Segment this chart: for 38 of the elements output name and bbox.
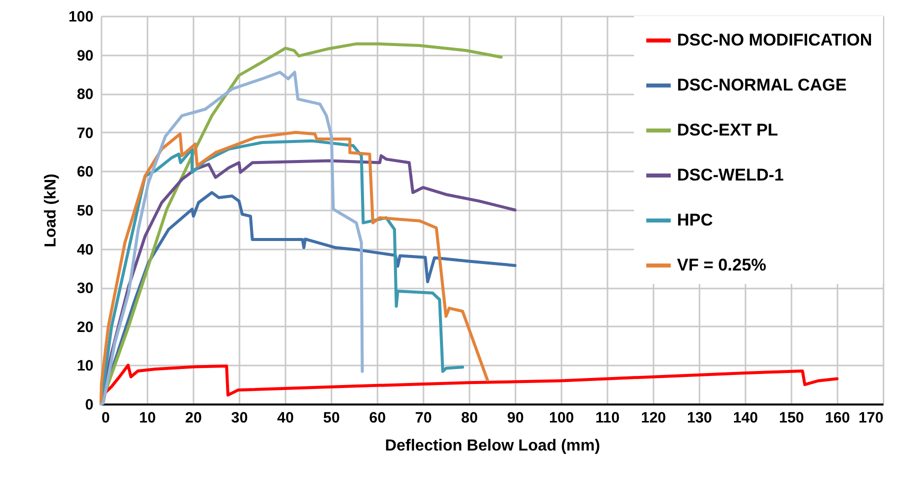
y-tick-label: 40	[76, 241, 94, 258]
x-tick-label: 140	[732, 410, 758, 426]
x-axis-title: Deflection Below Load (mm)	[384, 438, 600, 454]
legend-label: DSC-WELD-1	[677, 166, 784, 184]
x-tick-label: 160	[824, 410, 850, 426]
y-tick-label: 30	[76, 280, 94, 298]
x-tick-label: 20	[185, 410, 202, 426]
x-tick-label: 40	[277, 410, 294, 426]
y-tick-label: 100	[68, 8, 94, 26]
x-tick-label: 90	[507, 410, 524, 426]
y-axis-title: Load (kN)	[42, 174, 60, 248]
x-tick-label: 120	[640, 410, 666, 426]
legend-label: DSC-EXT PL	[677, 120, 778, 140]
legend-label: DSC-NORMAL CAGE	[677, 76, 847, 94]
x-tick-label: 170	[858, 410, 884, 426]
x-tick-label: 70	[415, 410, 432, 426]
y-tick-label: 50	[76, 202, 94, 220]
y-tick-label: 70	[76, 124, 94, 142]
y-tick-label: 60	[76, 164, 94, 181]
y-tick-label: 0	[85, 396, 94, 414]
x-tick-label: 150	[778, 410, 804, 426]
y-tick-label: 90	[76, 47, 94, 64]
y-tick-label: 20	[76, 318, 94, 336]
x-tick-label: 130	[686, 410, 712, 426]
x-tick-label: 50	[323, 410, 340, 426]
x-tick-label: 30	[231, 410, 248, 426]
x-tick-label: 60	[369, 410, 386, 426]
x-tick-label: 110	[595, 410, 620, 426]
y-tick-label: 10	[76, 358, 94, 375]
x-tick-label: 100	[548, 410, 574, 426]
y-tick-label: 80	[76, 86, 94, 104]
x-tick-label: 80	[461, 410, 478, 426]
line-series	[100, 70, 364, 406]
x-tick-label: 10	[139, 410, 156, 426]
legend-label: VF = 0.25%	[677, 256, 766, 274]
legend-label: HPC	[677, 210, 713, 230]
x-tick-label: 0	[102, 410, 110, 426]
legend-label: DSC-NO MODIFICATION	[677, 30, 872, 50]
